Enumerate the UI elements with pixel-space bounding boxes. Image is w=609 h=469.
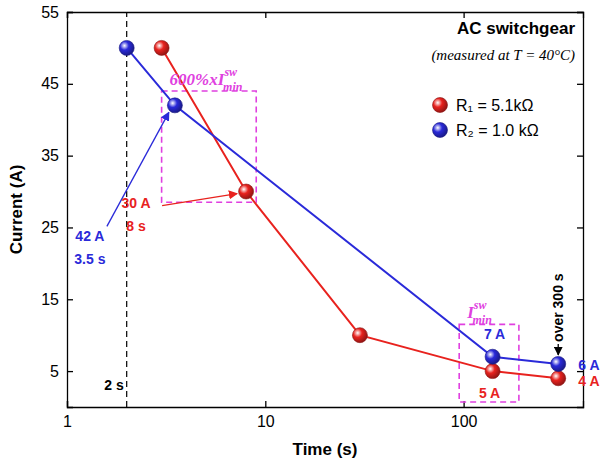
label-arrow (162, 194, 237, 206)
x-axis-tick-label: 10 (257, 413, 275, 430)
y-axis-right-tick-mark (577, 299, 583, 300)
highlight-box (162, 91, 257, 202)
plot-area (119, 12, 566, 407)
series-line (162, 48, 559, 378)
x-axis-top-tick (265, 12, 266, 18)
chart-svg: 1 10 100 5 15 25 35 45 55 Time (s) Current (A) AC s… (0, 0, 609, 469)
series-point (154, 40, 169, 55)
point-label: 3.5 s (74, 251, 105, 267)
y-axis-right (577, 13, 584, 408)
y-axis-right-tick-mark (577, 227, 583, 228)
x-axis: 1 10 100 (63, 401, 583, 430)
point-label: 7 A (484, 326, 505, 342)
y-axis-tick-mark (67, 84, 73, 85)
point-label: 5 A (479, 385, 500, 401)
series-point (119, 40, 134, 55)
chart-container: 1 10 100 5 15 25 35 45 55 Time (s) Current (A) AC s… (0, 0, 609, 469)
y-axis-tick: 15 (41, 291, 73, 308)
annotations: AC switchgear (measured at T = 40°C) 2 s 60… (74, 19, 599, 401)
x-axis-tick-label: 100 (451, 413, 478, 430)
x-axis-title: Time (s) (293, 440, 358, 459)
y-axis-title: Current (A) (7, 165, 26, 255)
point-label: 30 A (122, 195, 151, 211)
series-point (485, 364, 500, 379)
y-axis-tick: 55 (41, 4, 73, 21)
label-arrow (107, 112, 169, 226)
chart-subtitle: (measured at T = 40°C) (431, 47, 575, 64)
x-axis-top (68, 12, 584, 18)
y-axis-right-tick (577, 156, 583, 157)
y-axis-right-tick-mark (577, 12, 583, 13)
series-point (551, 356, 566, 371)
y-axis-line (68, 13, 74, 408)
point-label: 4 A (578, 373, 599, 389)
highlight-box (459, 324, 519, 402)
y-axis-tick: 5 (50, 363, 73, 380)
x-axis-tick: 100 (451, 401, 478, 430)
y-axis-tick-label: 55 (41, 4, 59, 21)
legend: R₁ = 5.1kΩ R₂ = 1.0 kΩ (433, 97, 539, 139)
point-label: 42 A (75, 228, 104, 244)
y-axis-tick-label: 5 (50, 363, 59, 380)
x-axis-top-tick (464, 12, 465, 18)
y-axis-tick-mark (67, 155, 73, 156)
box-label-sub: min (223, 80, 243, 94)
y-axis-right-tick (577, 299, 583, 300)
y-axis-tick-label: 35 (41, 147, 59, 164)
point-label: over 300 s (550, 273, 566, 342)
y-axis-tick: 45 (41, 75, 73, 92)
y-axis-tick-mark (67, 227, 73, 228)
legend-label: R₂ = 1.0 kΩ (456, 122, 539, 139)
series-line (127, 48, 559, 364)
y-axis-right-tick (577, 12, 583, 13)
series-point (239, 184, 254, 199)
y-axis-tick: 35 (41, 147, 73, 164)
reference-line-label: 2 s (104, 377, 124, 393)
y-axis-tick-label: 15 (41, 291, 59, 308)
legend-item: R₁ = 5.1kΩ (433, 97, 534, 114)
point-label: 8 s (126, 218, 146, 234)
x-axis-top-tick-mark (265, 12, 266, 18)
box-label-sup: sw (223, 65, 238, 79)
y-axis-tick-mark (67, 12, 73, 13)
x-axis-tick: 10 (257, 401, 275, 430)
series-point (485, 349, 500, 364)
y-axis-tick-label: 25 (41, 219, 59, 236)
x-axis-tick-mark (265, 401, 266, 407)
box-label-main: 600%xI (170, 70, 226, 89)
legend-label: R₁ = 5.1kΩ (456, 97, 533, 114)
series-point (167, 98, 182, 113)
y-axis-right-line (577, 13, 584, 408)
legend-marker (433, 98, 448, 113)
x-axis-top-line (68, 13, 584, 19)
legend-marker (433, 123, 448, 138)
point-label: 6 A (578, 357, 599, 373)
y-axis-tick: 25 (41, 219, 73, 236)
legend-item: R₂ = 1.0 kΩ (433, 122, 539, 139)
x-axis-top-tick-mark (463, 12, 464, 18)
series-point (551, 371, 566, 386)
y-axis-right-tick (577, 84, 583, 85)
chart-title: AC switchgear (457, 19, 575, 38)
y-axis-tick-mark (67, 299, 73, 300)
label-arrow (558, 344, 559, 355)
y-axis-tick-mark (67, 371, 73, 372)
y-axis-tick-label: 45 (41, 75, 59, 92)
x-axis-tick-label: 1 (63, 413, 72, 430)
series-point (352, 328, 367, 343)
box-label-sup: sw (473, 298, 488, 312)
box-label: Iswmin (466, 298, 492, 327)
y-axis-right-tick-mark (577, 84, 583, 85)
y-axis: 5 15 25 35 45 55 (41, 4, 73, 408)
box-label: 600%xIswmin (170, 65, 243, 94)
y-axis-right-tick (577, 227, 583, 228)
y-axis-right-tick-mark (577, 155, 583, 156)
